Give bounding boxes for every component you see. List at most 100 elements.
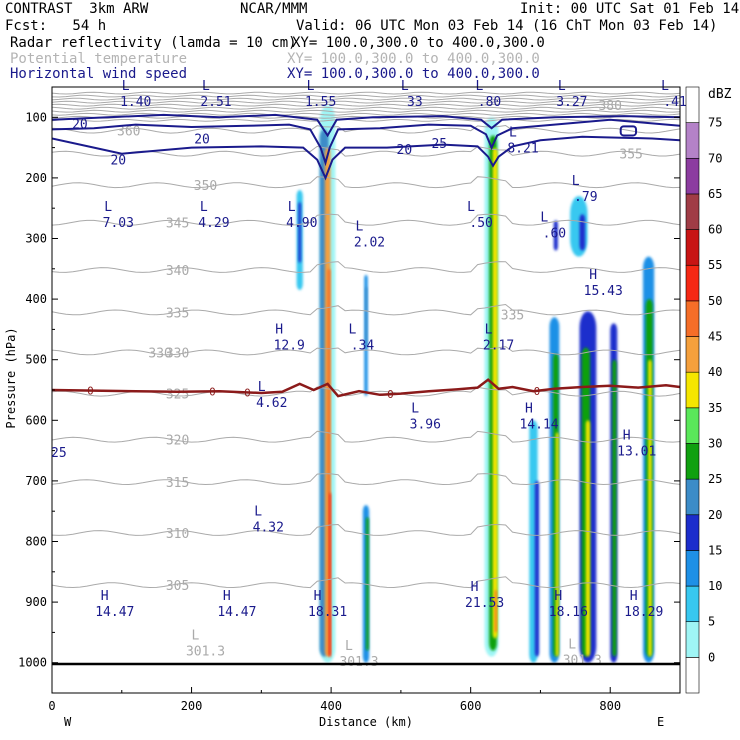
theta-label-1: 310 [166, 527, 189, 542]
colorbar-swatch-12 [685, 229, 700, 266]
colorbar-swatch-9 [685, 336, 700, 373]
freezing-level-label-0: 0 [87, 385, 94, 398]
y-axis-title: Pressure (hPa) [4, 327, 18, 428]
wind-extremum-value: 1.40 [120, 95, 151, 110]
forecast-hour: Fcst: 54 h [5, 18, 107, 34]
wind-extremum-value: 14.14 [519, 417, 558, 432]
colorbar-label-10: 10 [708, 579, 722, 593]
wind-extremum-3: L33 [401, 79, 423, 110]
colorbar-swatch-2 [685, 585, 700, 623]
theta-extremum-value: 301.3 [339, 655, 378, 670]
x-tick-label-0: 0 [48, 699, 55, 713]
colorbar-label-70: 70 [708, 151, 722, 165]
theta-contour-305 [52, 576, 680, 589]
colorbar-label-75: 75 [708, 116, 722, 130]
wind-contour-closed [619, 125, 638, 137]
theta-contour-330 [52, 346, 680, 356]
colorbar-label-55: 55 [708, 258, 722, 272]
wind-extremum-27: H18.31 [308, 589, 347, 620]
theta-contour-320 [52, 430, 680, 443]
wind-extremum-17: L.34 [349, 323, 375, 354]
theta-contour-upper-3 [52, 100, 680, 104]
wind-extremum-type: H [223, 589, 231, 604]
left-edge-wind-label: 25 [51, 446, 67, 461]
wind-extremum-type: H [623, 429, 631, 444]
wind-extremum-6: L.41 [661, 79, 687, 110]
org-label: NCAR/MMM [240, 1, 308, 17]
wind-extremum-type: L [254, 504, 262, 519]
reflectivity-cell-rain-805km-1 [612, 359, 617, 657]
theta-label-6: 330 [148, 346, 171, 361]
wind-extremum-type: L [467, 200, 475, 215]
colorbar-label-0: 0 [708, 650, 715, 664]
colorbar-swatch-6 [685, 443, 700, 480]
wind-extremum-value: 21.53 [465, 596, 504, 611]
theta-contour-upper-1 [52, 94, 680, 98]
wind-extremum-29: H18.29 [624, 589, 663, 620]
wind-contour-label-3: 20 [397, 143, 413, 158]
y-tick-label-500: 500 [25, 353, 47, 367]
wind-extremum-5: L3.27 [556, 79, 587, 110]
wind-extremum-value: .80 [478, 95, 501, 110]
theta-contour-340 [52, 261, 680, 273]
wind-extremum-value: 18.29 [624, 605, 663, 620]
theta-label-9: 345 [166, 217, 189, 232]
theta-contour-315 [52, 473, 680, 486]
wind-extremum-10: L4.90 [286, 200, 317, 231]
theta-extremum-value: 301.3 [563, 654, 602, 669]
wind-extremum-14: L.79 [572, 174, 598, 205]
valid-time: Valid: 06 UTC Mon 03 Feb 14 (16 ChT Mon … [296, 18, 718, 34]
theta-label-8: 340 [166, 264, 189, 279]
reflectivity-cell-rain-690km-1 [534, 480, 540, 657]
init-time: Init: 00 UTC Sat 01 Feb 14 [520, 1, 740, 17]
theta-contours: 3053103153203253303303353403453503553603… [52, 91, 680, 670]
model-title: CONTRAST 3km ARW [5, 1, 149, 17]
theta-extremum-type: L [192, 629, 200, 644]
wind-extremum-value: .34 [351, 339, 375, 354]
reflectivity-cell-cell-750km-2 [553, 220, 558, 251]
colorbar-swatch-10 [685, 300, 700, 337]
wind-extremum-type: L [509, 126, 517, 141]
extrema-labels: L1.40L2.51L1.55L33L.80L3.27L.41L8.21L7.0… [95, 79, 687, 620]
wind-extremum-type: L [411, 401, 419, 416]
theta-label-3: 320 [166, 434, 189, 449]
theta-contour-upper-6 [52, 109, 680, 113]
wind-extremum-type: L [355, 220, 363, 235]
wind-extremum-value: 4.90 [286, 216, 317, 231]
wind-extremum-15: H15.43 [584, 268, 623, 299]
wind-extremum-type: H [525, 401, 533, 416]
reflectivity-cell-rain-720km-2 [555, 432, 559, 657]
field-xy-theta: XY= 100.0,300.0 to 400.0,300.0 [287, 51, 540, 67]
direction-east: E [657, 715, 664, 729]
wind-extremum-type: L [202, 79, 210, 94]
wind-contour-1 [52, 135, 680, 181]
wind-extremum-type: H [275, 323, 283, 338]
wind-extremum-23: L4.32 [253, 504, 284, 535]
wind-extremum-value: 18.16 [549, 605, 588, 620]
wind-extremum-25: H14.47 [95, 589, 134, 620]
y-tick-label-300: 300 [25, 232, 47, 246]
reflectivity-cell-cell-450km-3 [366, 517, 369, 651]
wind-extremum-value: 14.47 [95, 605, 134, 620]
wind-extremum-4: L.80 [476, 79, 502, 110]
wind-extremum-value: .50 [469, 216, 492, 231]
wind-extremum-7: L8.21 [507, 126, 538, 157]
wind-extremum-type: H [589, 268, 597, 283]
wind-extremum-19: L4.62 [256, 380, 287, 411]
wind-extremum-8: L7.03 [103, 200, 134, 231]
reflectivity-cell-convection-390km-4 [329, 493, 332, 657]
freezing-level-line [52, 378, 680, 398]
wind-extremum-type: L [104, 200, 112, 215]
colorbar-label-65: 65 [708, 187, 722, 201]
y-tick-label-100: 100 [25, 110, 47, 124]
reflectivity-cell-cell-450km-1 [365, 286, 368, 348]
theta-extremum-type: L [568, 638, 576, 653]
colorbar-swatch-3 [685, 550, 700, 587]
theta-extremum-value: 301.3 [186, 645, 225, 660]
colorbar-swatch-8 [685, 371, 700, 409]
wind-extremum-type: L [572, 174, 580, 189]
reflectivity-cell-rain-855km-2 [648, 359, 652, 657]
theta-contour-335 [52, 303, 680, 316]
theta-contour-345 [52, 213, 680, 226]
